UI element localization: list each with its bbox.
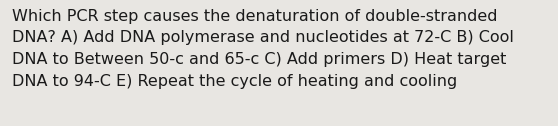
Text: Which PCR step causes the denaturation of double-stranded
DNA? A) Add DNA polyme: Which PCR step causes the denaturation o… <box>12 9 514 89</box>
